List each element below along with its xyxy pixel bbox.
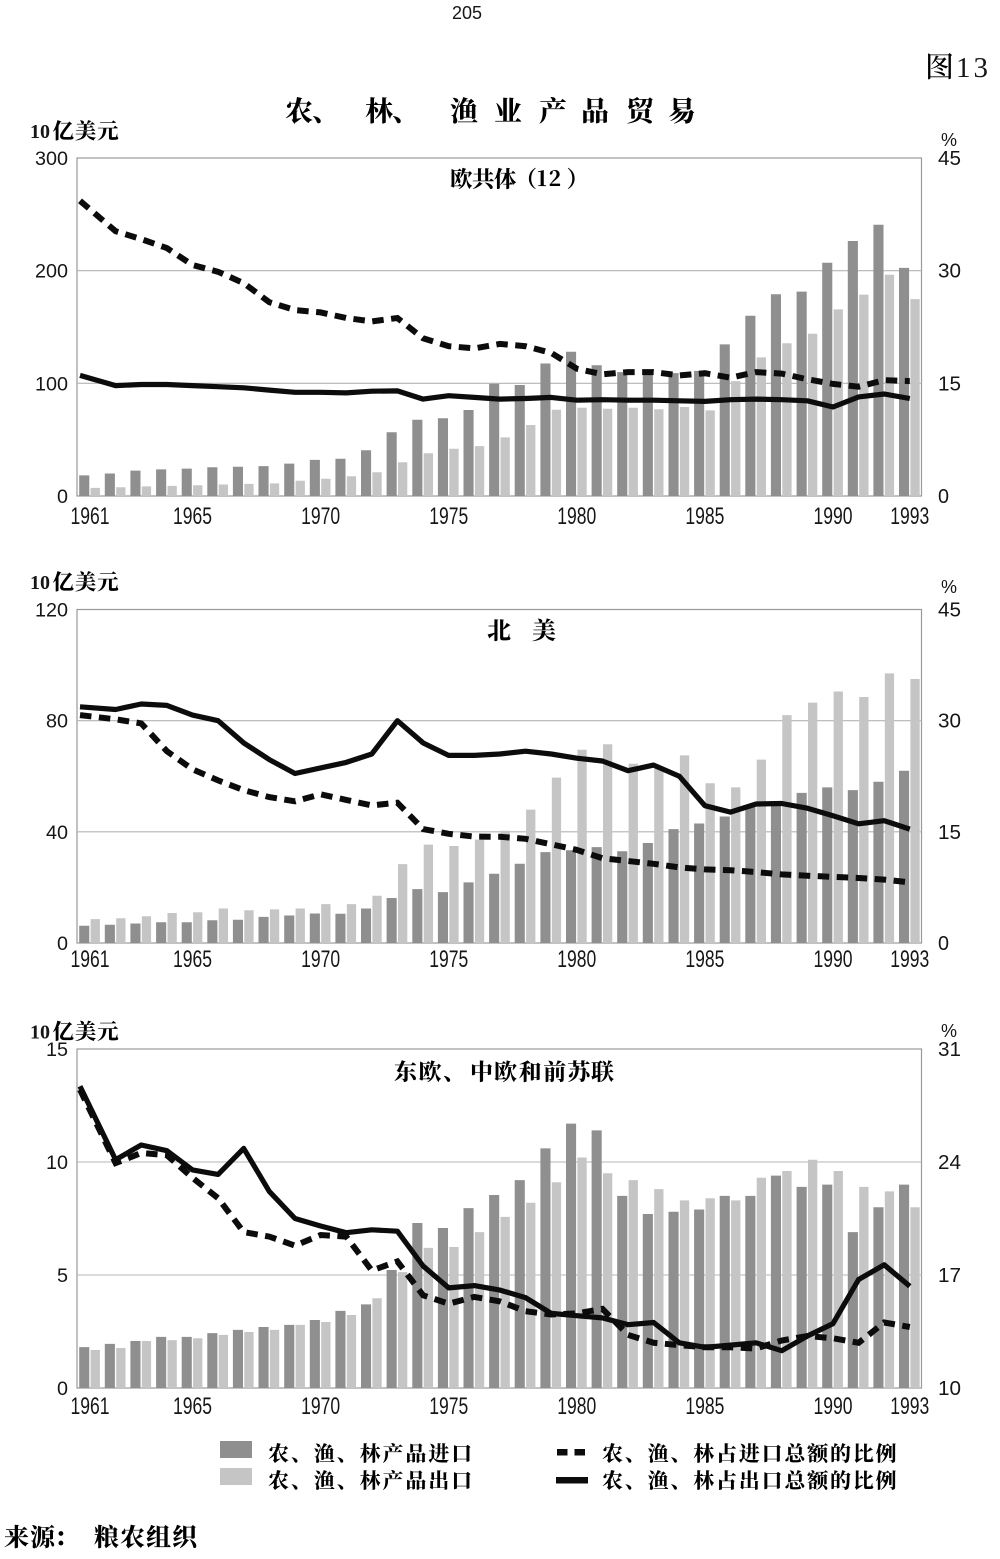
svg-text:45: 45 [938, 148, 961, 170]
svg-text:100: 100 [35, 373, 68, 395]
svg-text:1961: 1961 [71, 1393, 110, 1420]
svg-text:%: % [941, 1021, 957, 1041]
svg-text:30: 30 [938, 261, 961, 283]
svg-text:1985: 1985 [685, 1393, 724, 1420]
svg-text:1990: 1990 [814, 946, 853, 973]
svg-text:0: 0 [57, 933, 68, 955]
svg-text:15: 15 [938, 373, 961, 395]
svg-text:0: 0 [57, 486, 68, 508]
svg-text:24: 24 [938, 1152, 961, 1174]
svg-text:1975: 1975 [429, 503, 468, 530]
svg-text:13: 13 [956, 52, 991, 84]
svg-text:10: 10 [30, 121, 50, 143]
svg-text:15: 15 [46, 1039, 68, 1061]
svg-text:10: 10 [30, 572, 50, 594]
svg-text:5: 5 [57, 1265, 68, 1287]
svg-text:10: 10 [46, 1152, 68, 1174]
svg-text:1985: 1985 [685, 503, 724, 530]
svg-text:1970: 1970 [301, 503, 340, 530]
svg-text:1961: 1961 [71, 503, 110, 530]
svg-text:0: 0 [938, 933, 949, 955]
svg-text:15: 15 [938, 822, 961, 844]
svg-text:0: 0 [938, 486, 949, 508]
svg-text:10: 10 [30, 1022, 50, 1044]
svg-text:205: 205 [452, 3, 482, 23]
svg-text:1990: 1990 [814, 503, 853, 530]
svg-text:120: 120 [35, 600, 68, 622]
svg-text:1990: 1990 [814, 1393, 853, 1420]
svg-text:10: 10 [938, 1378, 961, 1400]
svg-text:1965: 1965 [173, 503, 212, 530]
svg-text:1965: 1965 [173, 946, 212, 973]
svg-text:1993: 1993 [890, 503, 929, 530]
svg-text:31: 31 [938, 1039, 961, 1061]
svg-text:17: 17 [938, 1265, 961, 1287]
svg-text:0: 0 [57, 1378, 68, 1400]
svg-text:1965: 1965 [173, 1393, 212, 1420]
svg-text:1970: 1970 [301, 946, 340, 973]
svg-text:80: 80 [46, 711, 68, 733]
svg-text:1980: 1980 [557, 1393, 596, 1420]
svg-text:1980: 1980 [557, 503, 596, 530]
svg-text:30: 30 [938, 711, 961, 733]
svg-text:%: % [941, 130, 957, 150]
svg-text:200: 200 [35, 261, 68, 283]
svg-text:1985: 1985 [685, 946, 724, 973]
svg-text:45: 45 [938, 600, 961, 622]
svg-text:1961: 1961 [71, 946, 110, 973]
svg-text:1970: 1970 [301, 1393, 340, 1420]
svg-text:1993: 1993 [890, 946, 929, 973]
svg-text:1993: 1993 [890, 1393, 929, 1420]
svg-text:40: 40 [46, 822, 68, 844]
svg-text:%: % [941, 577, 957, 597]
svg-text:1980: 1980 [557, 946, 596, 973]
svg-text:300: 300 [35, 148, 68, 170]
svg-text:1975: 1975 [429, 1393, 468, 1420]
svg-text:1975: 1975 [429, 946, 468, 973]
